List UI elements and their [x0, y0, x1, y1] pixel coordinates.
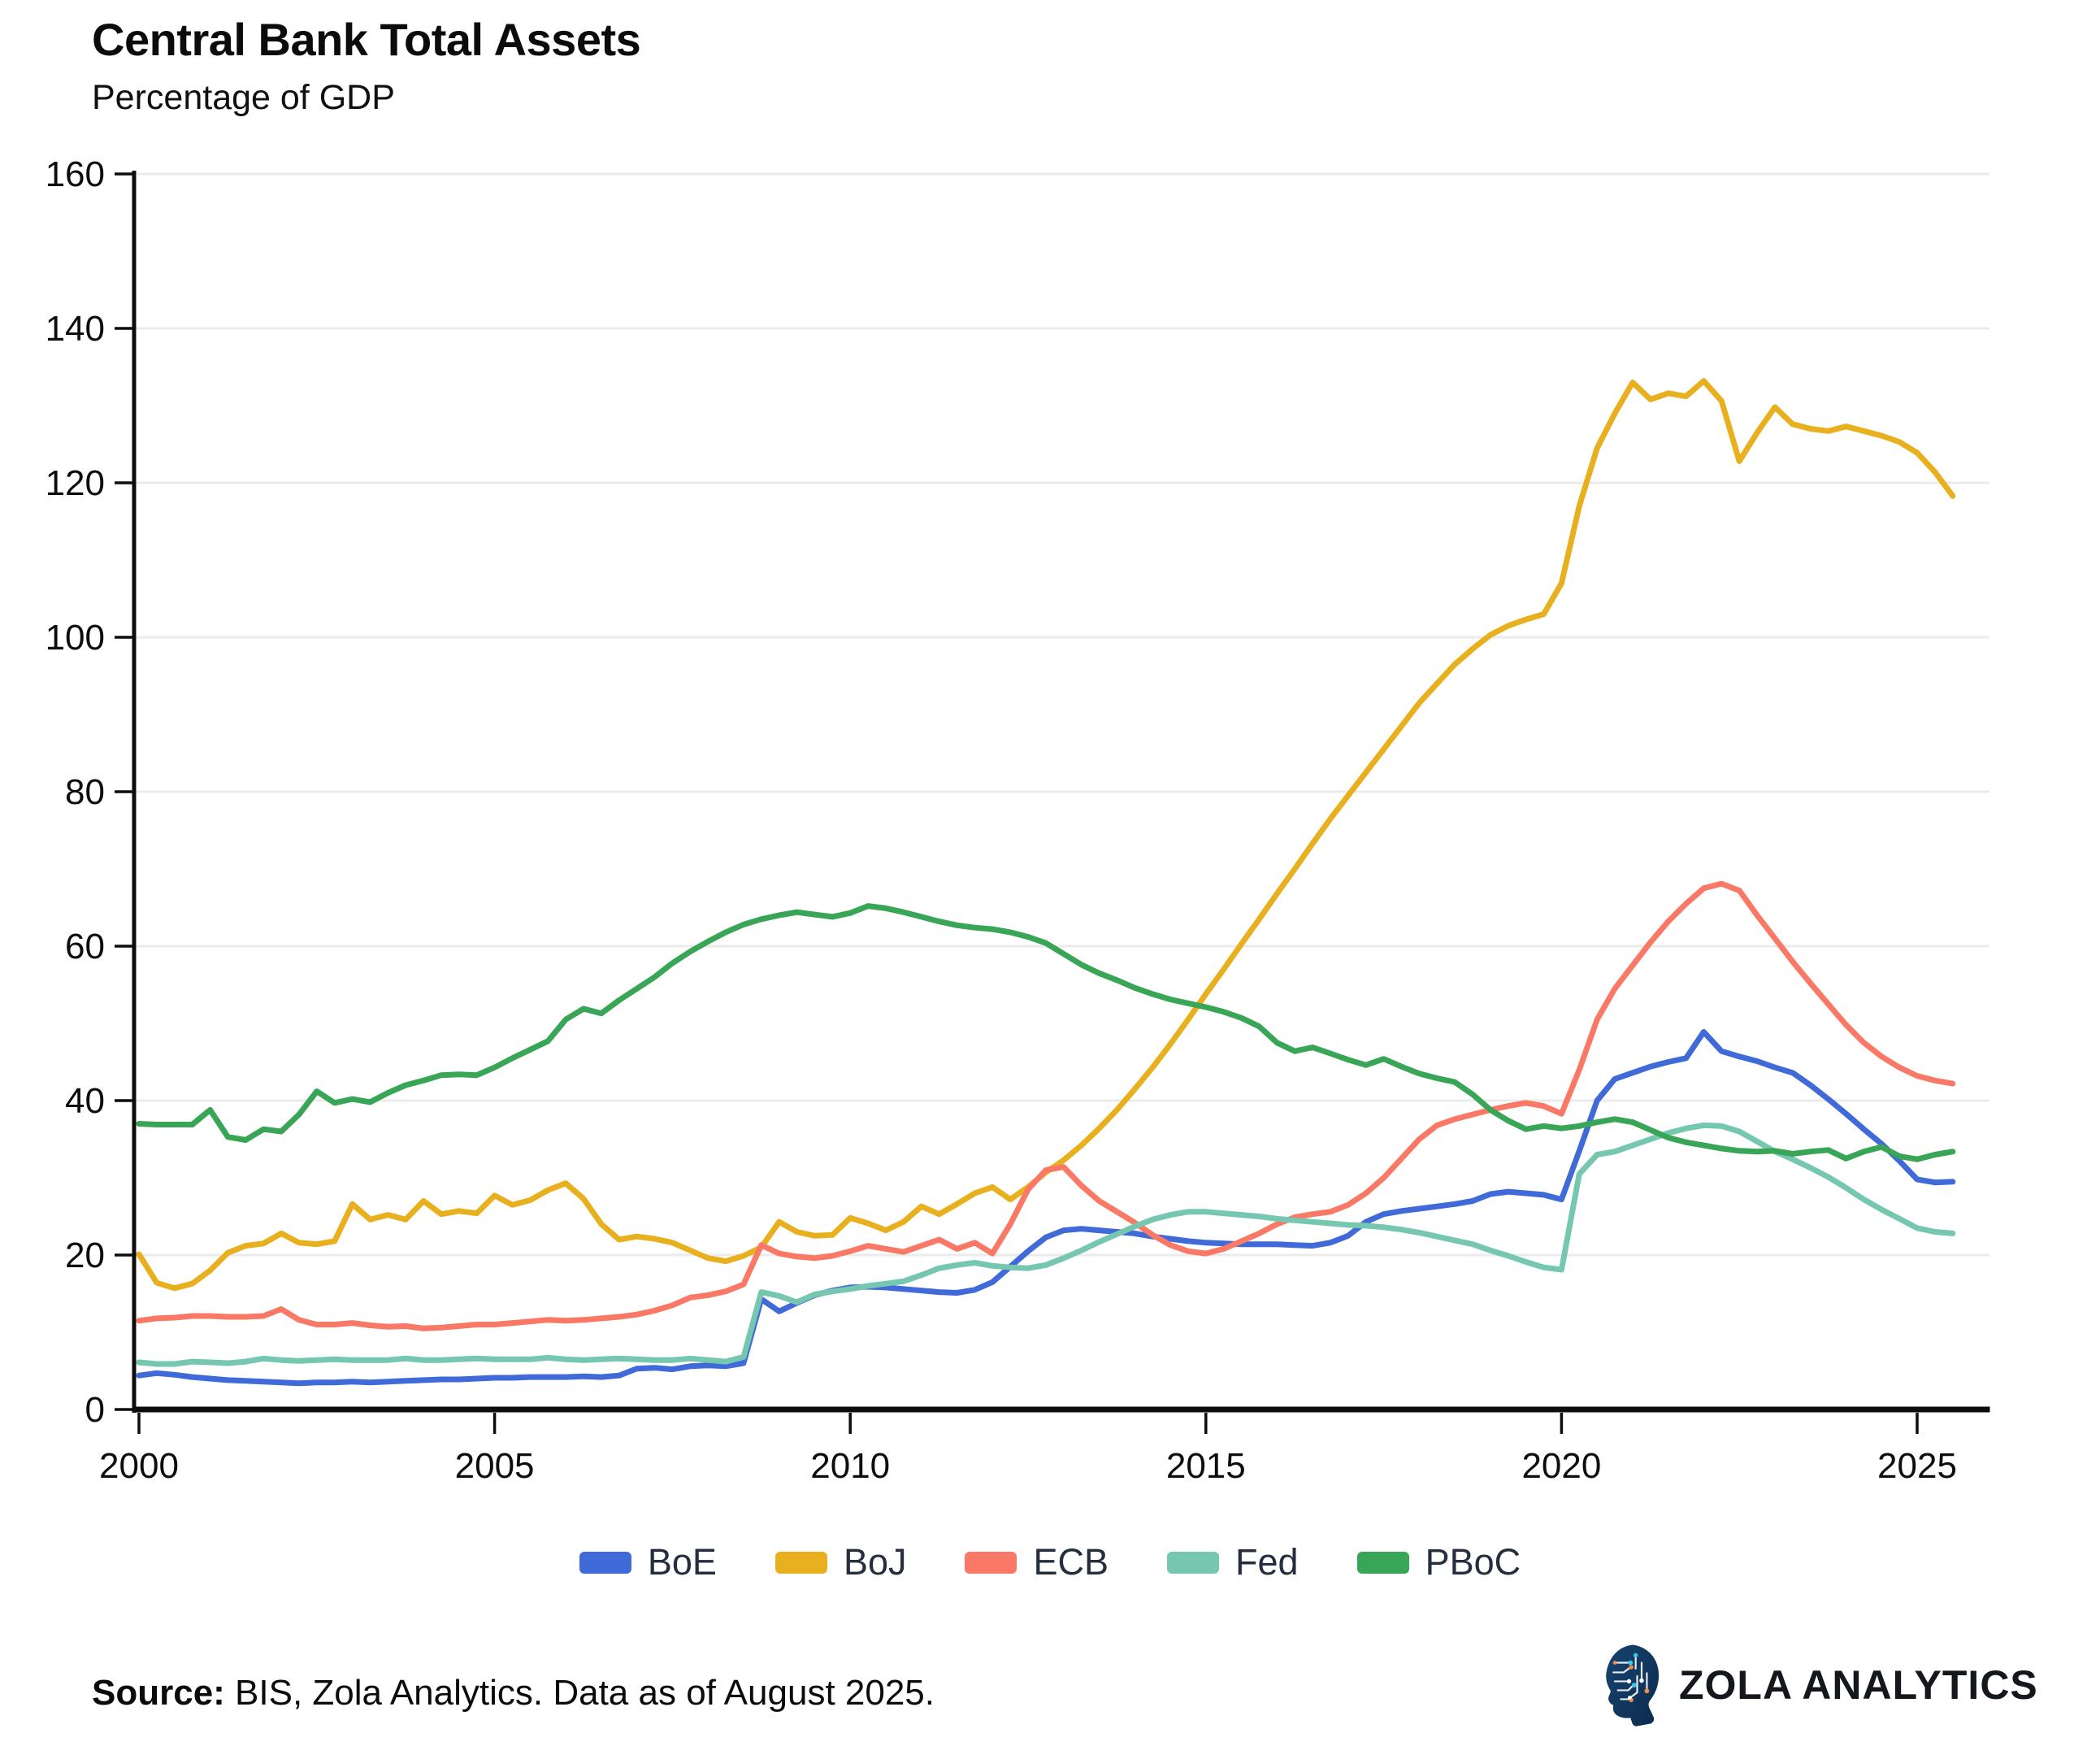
source-label: Source:	[92, 1673, 225, 1713]
legend-swatch-ecb	[965, 1551, 1017, 1574]
y-tick-label-0: 0	[85, 1390, 105, 1430]
legend-item-boj: BoJ	[774, 1541, 907, 1583]
legend-label-pboc: PBoC	[1425, 1541, 1521, 1583]
y-axis-spine	[132, 171, 137, 1413]
y-tick-label-140: 140	[46, 309, 105, 349]
legend-item-fed: Fed	[1167, 1541, 1299, 1583]
legend-item-ecb: ECB	[965, 1541, 1109, 1583]
x-axis-spine	[132, 1406, 1990, 1413]
y-tick-label-160: 160	[46, 154, 105, 194]
chart-subtitle: Percentage of GDP	[92, 78, 395, 117]
x-tick-label-2015: 2015	[1166, 1446, 1246, 1486]
y-tick-label-40: 40	[65, 1081, 105, 1121]
y-tick-label-60: 60	[65, 927, 105, 966]
legend-label-fed: Fed	[1235, 1541, 1299, 1583]
x-tick-label-2000: 2000	[99, 1446, 179, 1486]
zola-circuit-head-icon	[1606, 1644, 1660, 1726]
legend-swatch-pboc	[1356, 1551, 1409, 1574]
chart-legend: BoE BoJ ECB Fed PBoC	[0, 1541, 2100, 1583]
legend-label-ecb: ECB	[1033, 1541, 1109, 1583]
legend-swatch-boj	[774, 1551, 827, 1574]
x-tick-label-2010: 2010	[810, 1446, 890, 1486]
brand-logo: ZOLA ANALYTICS	[1586, 1640, 2038, 1730]
source-text: BIS, Zola Analytics. Data as of August 2…	[224, 1673, 935, 1713]
y-tick-label-120: 120	[46, 463, 105, 503]
legend-swatch-fed	[1167, 1551, 1220, 1574]
x-tick-label-2025: 2025	[1877, 1446, 1957, 1486]
series-line-fed	[136, 1122, 1956, 1367]
legend-item-pboc: PBoC	[1356, 1541, 1521, 1583]
chart-title: Central Bank Total Assets	[92, 14, 641, 65]
legend-swatch-boe	[579, 1551, 631, 1574]
y-tick-label-100: 100	[46, 618, 105, 658]
series-line-ecb	[136, 880, 1956, 1331]
legend-label-boj: BoJ	[843, 1541, 907, 1583]
series-line-pboc	[136, 903, 1956, 1162]
x-tick-label-2005: 2005	[455, 1446, 535, 1486]
x-tick-label-2020: 2020	[1521, 1446, 1601, 1486]
series-line-boe	[136, 1029, 1956, 1387]
y-tick-label-20: 20	[65, 1236, 105, 1275]
legend-item-boe: BoE	[579, 1541, 717, 1583]
legend-label-boe: BoE	[647, 1541, 717, 1583]
y-tick-label-80: 80	[65, 772, 105, 812]
series-line-boj	[136, 378, 1956, 1292]
brand-name: ZOLA ANALYTICS	[1679, 1662, 2038, 1708]
source-line: Source: BIS, Zola Analytics. Data as of …	[92, 1673, 935, 1713]
